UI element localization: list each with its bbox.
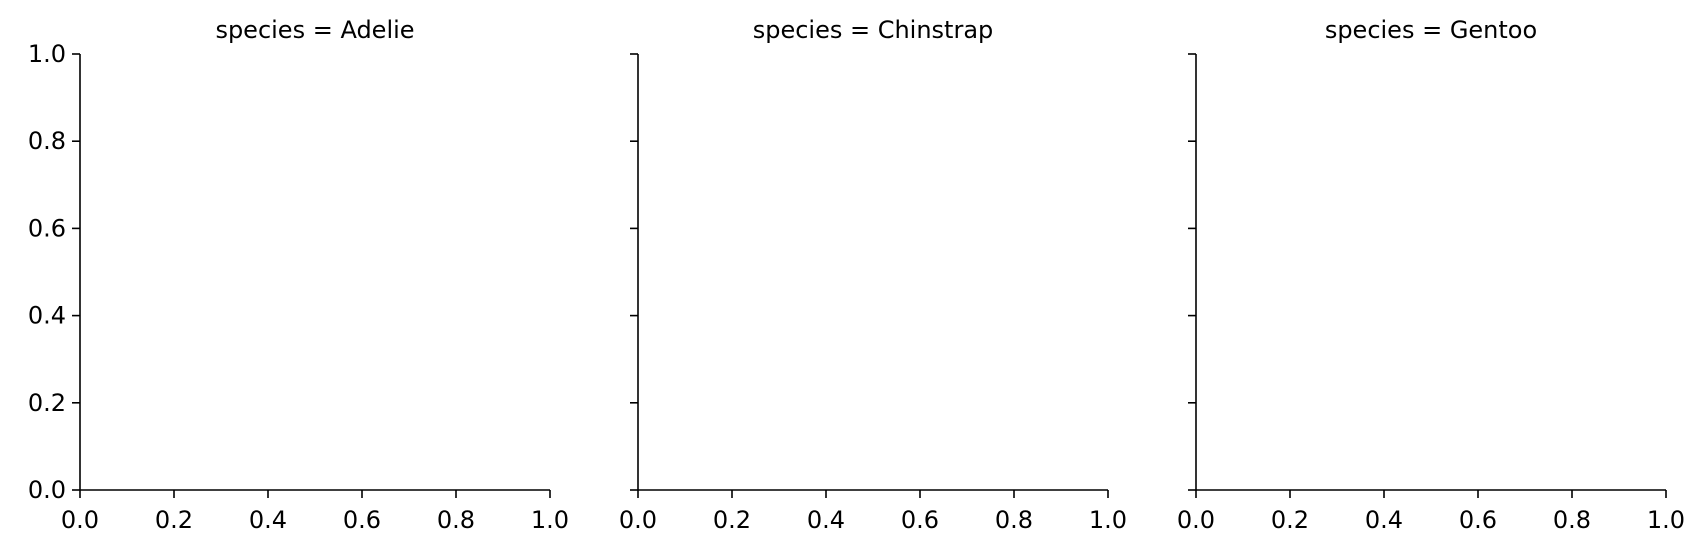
x-tick-label: 1.0 (531, 506, 569, 534)
y-tick-label: 0.4 (28, 302, 66, 330)
x-tick-label: 0.2 (1271, 506, 1309, 534)
x-tick-label: 0.0 (1177, 506, 1215, 534)
x-tick-label: 0.2 (155, 506, 193, 534)
x-tick-label: 0.6 (343, 506, 381, 534)
x-tick-label: 0.0 (61, 506, 99, 534)
x-tick-label: 1.0 (1089, 506, 1127, 534)
facet-title: species = Gentoo (1325, 16, 1537, 44)
y-tick-label: 0.2 (28, 389, 66, 417)
facet-title: species = Adelie (215, 16, 414, 44)
facet-panel-1: species = Adelie 0.0 0.2 0.4 0.6 0.8 1.0 0.0 0.2… (28, 16, 569, 534)
facet-panel-2: species = Chinstrap 0.0 0.2 0.4 0.6 0.8 1.0 (619, 16, 1127, 534)
y-tick-label: 1.0 (28, 40, 66, 68)
y-tick-label: 0.6 (28, 214, 66, 242)
x-tick-label: 0.0 (619, 506, 657, 534)
facet-title: species = Chinstrap (753, 16, 994, 44)
x-tick-label: 0.4 (1365, 506, 1403, 534)
x-tick-label: 0.4 (807, 506, 845, 534)
x-tick-label: 0.8 (1553, 506, 1591, 534)
x-tick-label: 0.2 (713, 506, 751, 534)
x-tick-label: 0.4 (249, 506, 287, 534)
y-tick-label: 0.0 (28, 476, 66, 504)
x-tick-label: 0.8 (995, 506, 1033, 534)
x-tick-label: 1.0 (1647, 506, 1685, 534)
x-tick-label: 0.6 (901, 506, 939, 534)
y-tick-label: 0.8 (28, 127, 66, 155)
x-tick-label: 0.8 (437, 506, 475, 534)
facet-panel-3: species = Gentoo 0.0 0.2 0.4 0.6 0.8 1.0 (1177, 16, 1685, 534)
x-tick-label: 0.6 (1459, 506, 1497, 534)
